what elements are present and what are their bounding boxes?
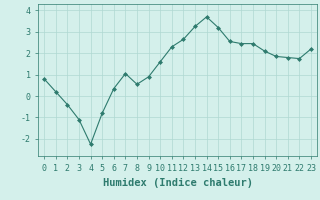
X-axis label: Humidex (Indice chaleur): Humidex (Indice chaleur) [103,178,252,188]
